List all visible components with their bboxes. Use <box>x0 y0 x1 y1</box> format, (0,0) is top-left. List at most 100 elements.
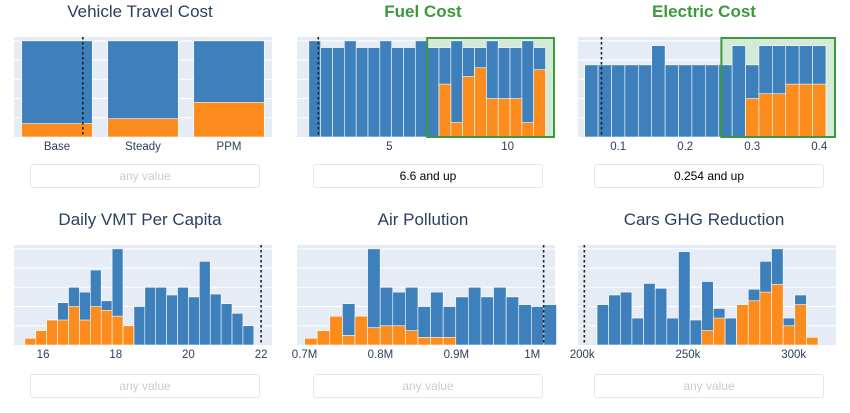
bar-selected <box>782 325 796 346</box>
bar-selected <box>745 98 760 138</box>
x-tick-label: 200k <box>570 349 595 361</box>
bar-selected <box>329 315 343 346</box>
x-tick-label: 0.3 <box>744 141 760 153</box>
filter-value[interactable]: any value <box>594 374 824 398</box>
bar-selected <box>354 315 368 346</box>
panel-daily-vmt-per-capita: Daily VMT Per Capita 16 18 20 22 any value <box>0 208 280 413</box>
x-tick-label: 0.8M <box>368 349 394 361</box>
bar-total <box>188 296 200 346</box>
bar-total <box>209 293 222 346</box>
bar-selected <box>442 337 457 346</box>
x-tick-label: 0.9M <box>444 349 470 361</box>
x-tick-label: Base <box>44 141 70 153</box>
bar-total <box>231 312 244 346</box>
bar-total <box>731 45 746 138</box>
bar-total <box>403 47 416 138</box>
bar-total <box>505 296 520 346</box>
bar-selected <box>794 304 807 346</box>
bar-total <box>155 287 167 346</box>
x-tick-label: 0.7M <box>292 349 318 361</box>
filter-value[interactable]: 0.254 and up <box>594 164 824 188</box>
bar-total <box>689 319 703 346</box>
bar-selected <box>772 93 787 138</box>
bar-total <box>651 45 666 138</box>
bar-selected <box>122 325 135 346</box>
bar-selected <box>405 330 419 346</box>
x-tick-label: PPM <box>217 141 242 153</box>
bar-total <box>391 47 404 138</box>
x-tick-label: 0.1 <box>610 141 626 153</box>
histogram-air-pollution[interactable]: 0.7M 0.8M 0.9M 1M <box>283 208 563 368</box>
bar-total <box>144 287 157 346</box>
bar-total <box>596 304 609 346</box>
brush-selection-box[interactable] <box>720 37 836 138</box>
bar-selected <box>533 69 546 138</box>
filter-value[interactable]: any value <box>313 374 543 398</box>
bar-selected <box>367 327 381 346</box>
brush-selection-box[interactable] <box>426 37 555 138</box>
bar-selected <box>24 337 37 346</box>
bar-total <box>493 287 507 346</box>
bar-selected <box>747 300 761 346</box>
chart-title: Vehicle Travel Cost <box>67 2 213 21</box>
bar-total <box>678 64 693 138</box>
chart-title: Cars GHG Reduction <box>623 210 785 229</box>
bar-total <box>133 306 146 346</box>
bar-total <box>21 40 93 138</box>
bar-selected <box>450 122 463 138</box>
bar-selected <box>79 319 91 346</box>
bar-selected <box>736 304 749 346</box>
bar-total <box>608 294 621 346</box>
bar-selected <box>759 291 772 346</box>
bar-total <box>367 47 381 138</box>
histogram-cars-ghg-reduction[interactable]: 200k 250k 300k <box>564 208 844 368</box>
bar-selected <box>46 319 58 346</box>
bar-total <box>619 291 633 346</box>
x-tick-label: 10 <box>501 141 514 153</box>
bar-total <box>631 317 644 346</box>
bar-total <box>177 287 189 346</box>
bar-selected <box>379 325 394 346</box>
bar-selected <box>785 83 800 138</box>
bar-selected <box>316 330 331 346</box>
bar-selected <box>100 310 113 346</box>
bar-total <box>638 64 653 138</box>
histogram-electric-cost[interactable]: 0.1 0.2 0.3 0.4 <box>564 0 844 160</box>
bar-total <box>724 317 737 346</box>
bar-total <box>584 64 599 138</box>
bar-total <box>320 47 333 138</box>
bar-selected <box>417 337 431 346</box>
bar-total <box>624 64 639 138</box>
bar-selected <box>193 102 265 138</box>
bar-selected <box>509 98 523 138</box>
filter-value[interactable]: any value <box>30 374 260 398</box>
bar-total <box>597 64 612 138</box>
bar-total <box>344 40 357 138</box>
filter-value[interactable]: 6.6 and up <box>313 164 543 188</box>
x-tick-label: 250k <box>675 349 700 361</box>
bar-total <box>379 40 392 138</box>
x-tick-label: 300k <box>781 349 806 361</box>
bar-total <box>455 296 469 346</box>
bar-selected <box>21 123 93 138</box>
bar-selected <box>90 306 102 346</box>
bar-selected <box>35 330 48 346</box>
bar-total <box>426 47 440 138</box>
histogram-daily-vmt-per-capita[interactable]: 16 18 20 22 <box>0 208 280 368</box>
x-tick-label: 20 <box>182 349 195 361</box>
filter-value[interactable]: any value <box>30 164 260 188</box>
bar-total <box>518 304 532 346</box>
bar-total <box>531 306 545 346</box>
histogram-fuel-cost[interactable]: 5 10 <box>283 0 563 160</box>
x-tick-label: 0.2 <box>677 141 693 153</box>
bar-selected <box>486 98 499 138</box>
bar-selected <box>111 315 124 346</box>
histogram-vehicle-travel-cost[interactable]: Base Steady PPM <box>0 0 280 160</box>
bar-total <box>480 296 494 346</box>
bar-selected <box>430 337 444 346</box>
bar-total <box>355 47 369 138</box>
bar-total <box>666 317 679 346</box>
bar-total <box>543 304 557 346</box>
x-tick-label: 1M <box>524 349 540 361</box>
bar-selected <box>497 98 511 138</box>
